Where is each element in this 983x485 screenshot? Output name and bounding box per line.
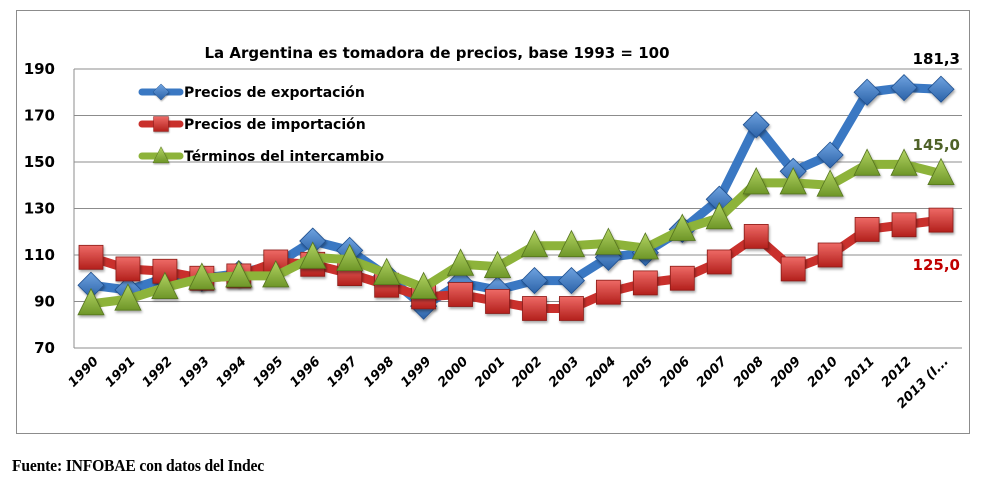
triangle-marker	[557, 229, 586, 258]
triangle-marker	[114, 283, 142, 311]
x-tick-label: 2000	[435, 354, 471, 390]
y-tick-label: 90	[34, 293, 55, 311]
triangle-marker	[594, 227, 623, 255]
x-tick-label: 1996	[287, 354, 323, 390]
triangle-marker	[446, 248, 475, 276]
y-tick-label: 70	[34, 339, 55, 357]
diamond-marker	[557, 267, 586, 295]
source-footer: Fuente: INFOBAE con datos del Indec	[12, 456, 265, 475]
diamond-marker	[853, 78, 881, 106]
triangle-marker	[890, 148, 918, 176]
triangle-marker	[668, 213, 696, 241]
triangle-marker	[409, 271, 438, 299]
x-tick-label: 2009	[768, 354, 804, 390]
square-marker	[632, 270, 658, 296]
triangle-marker	[188, 262, 216, 290]
square-marker	[595, 279, 621, 305]
triangle-marker	[742, 167, 770, 195]
diamond-marker	[520, 267, 549, 295]
triangle-marker	[77, 287, 105, 316]
y-tick-label: 170	[24, 107, 55, 125]
legend-item: Precios de importación	[138, 116, 366, 133]
triangle-marker	[483, 250, 512, 279]
x-tick-label: 1990	[66, 354, 102, 390]
square-marker	[522, 296, 547, 321]
x-tick-label: 2003	[546, 354, 582, 390]
square-marker	[854, 217, 880, 242]
series-markers-square	[78, 207, 954, 321]
triangle-marker	[299, 241, 327, 269]
diamond-marker	[816, 141, 844, 169]
square-marker	[743, 223, 769, 249]
x-tick-label: 1995	[250, 354, 286, 390]
square-marker	[559, 296, 584, 321]
legend-triangle-icon	[152, 146, 170, 164]
x-tick-label: 2007	[694, 354, 731, 391]
x-tick-label: 1999	[398, 354, 434, 390]
triangle-marker	[225, 260, 253, 288]
y-tick-label: 150	[24, 153, 55, 171]
square-marker	[669, 265, 695, 291]
y-tick-label: 190	[24, 60, 55, 78]
legend-label: Precios de exportación	[184, 85, 365, 101]
triangle-marker	[816, 169, 844, 197]
legend-item: Precios de exportación	[138, 83, 365, 101]
legend-item: Términos del intercambio	[138, 146, 384, 165]
x-tick-label: 2010	[805, 354, 841, 390]
square-marker	[706, 249, 732, 275]
x-tick-label: 1997	[324, 354, 361, 391]
x-tick-label: 2002	[509, 354, 545, 390]
square-marker	[485, 289, 510, 314]
triangle-marker	[151, 271, 179, 299]
square-marker	[448, 282, 473, 307]
triangle-marker	[520, 229, 549, 258]
triangle-marker	[779, 167, 807, 195]
triangle-marker	[373, 257, 401, 286]
y-tick-label: 130	[24, 200, 55, 218]
legend-square-icon	[153, 116, 169, 132]
x-tick-label: 1991	[103, 354, 139, 390]
x-tick-label: 2006	[657, 354, 693, 390]
legend-label: Términos del intercambio	[184, 149, 384, 165]
diamond-marker	[742, 111, 770, 139]
end-value-label: 125,0	[913, 256, 960, 274]
square-marker	[891, 212, 917, 238]
end-value-label: 181,3	[913, 50, 960, 68]
triangle-marker	[336, 243, 364, 272]
diamond-marker	[927, 75, 955, 103]
x-tick-label: 1993	[177, 354, 213, 390]
series-markers-triangle	[77, 148, 955, 316]
end-value-label: 145,0	[913, 136, 960, 154]
x-tick-label: 2004	[583, 354, 619, 390]
square-marker	[78, 244, 104, 270]
triangle-marker	[262, 260, 290, 288]
square-marker	[115, 256, 141, 282]
chart-frame	[16, 10, 970, 434]
legend-label: Precios de importación	[184, 117, 366, 133]
x-tick-label: 1992	[140, 354, 176, 390]
x-tick-label: 1994	[213, 354, 249, 390]
square-marker	[928, 207, 954, 233]
square-marker	[817, 242, 843, 268]
triangle-marker	[631, 232, 659, 260]
x-tick-label: 1998	[361, 354, 397, 390]
square-marker	[780, 256, 806, 282]
series-line-square	[86, 215, 946, 313]
triangle-marker	[705, 201, 733, 230]
x-tick-label: 2011	[842, 354, 878, 390]
x-tick-label: 2005	[620, 354, 656, 390]
legend-diamond-icon	[152, 83, 170, 101]
x-tick-label: 2008	[731, 354, 767, 390]
diamond-marker	[890, 74, 918, 102]
x-tick-label: 2001	[472, 354, 508, 390]
triangle-marker	[927, 157, 955, 186]
y-tick-label: 110	[24, 246, 55, 264]
chart-title: La Argentina es tomadora de precios, bas…	[204, 44, 669, 62]
triangle-marker	[853, 148, 881, 176]
